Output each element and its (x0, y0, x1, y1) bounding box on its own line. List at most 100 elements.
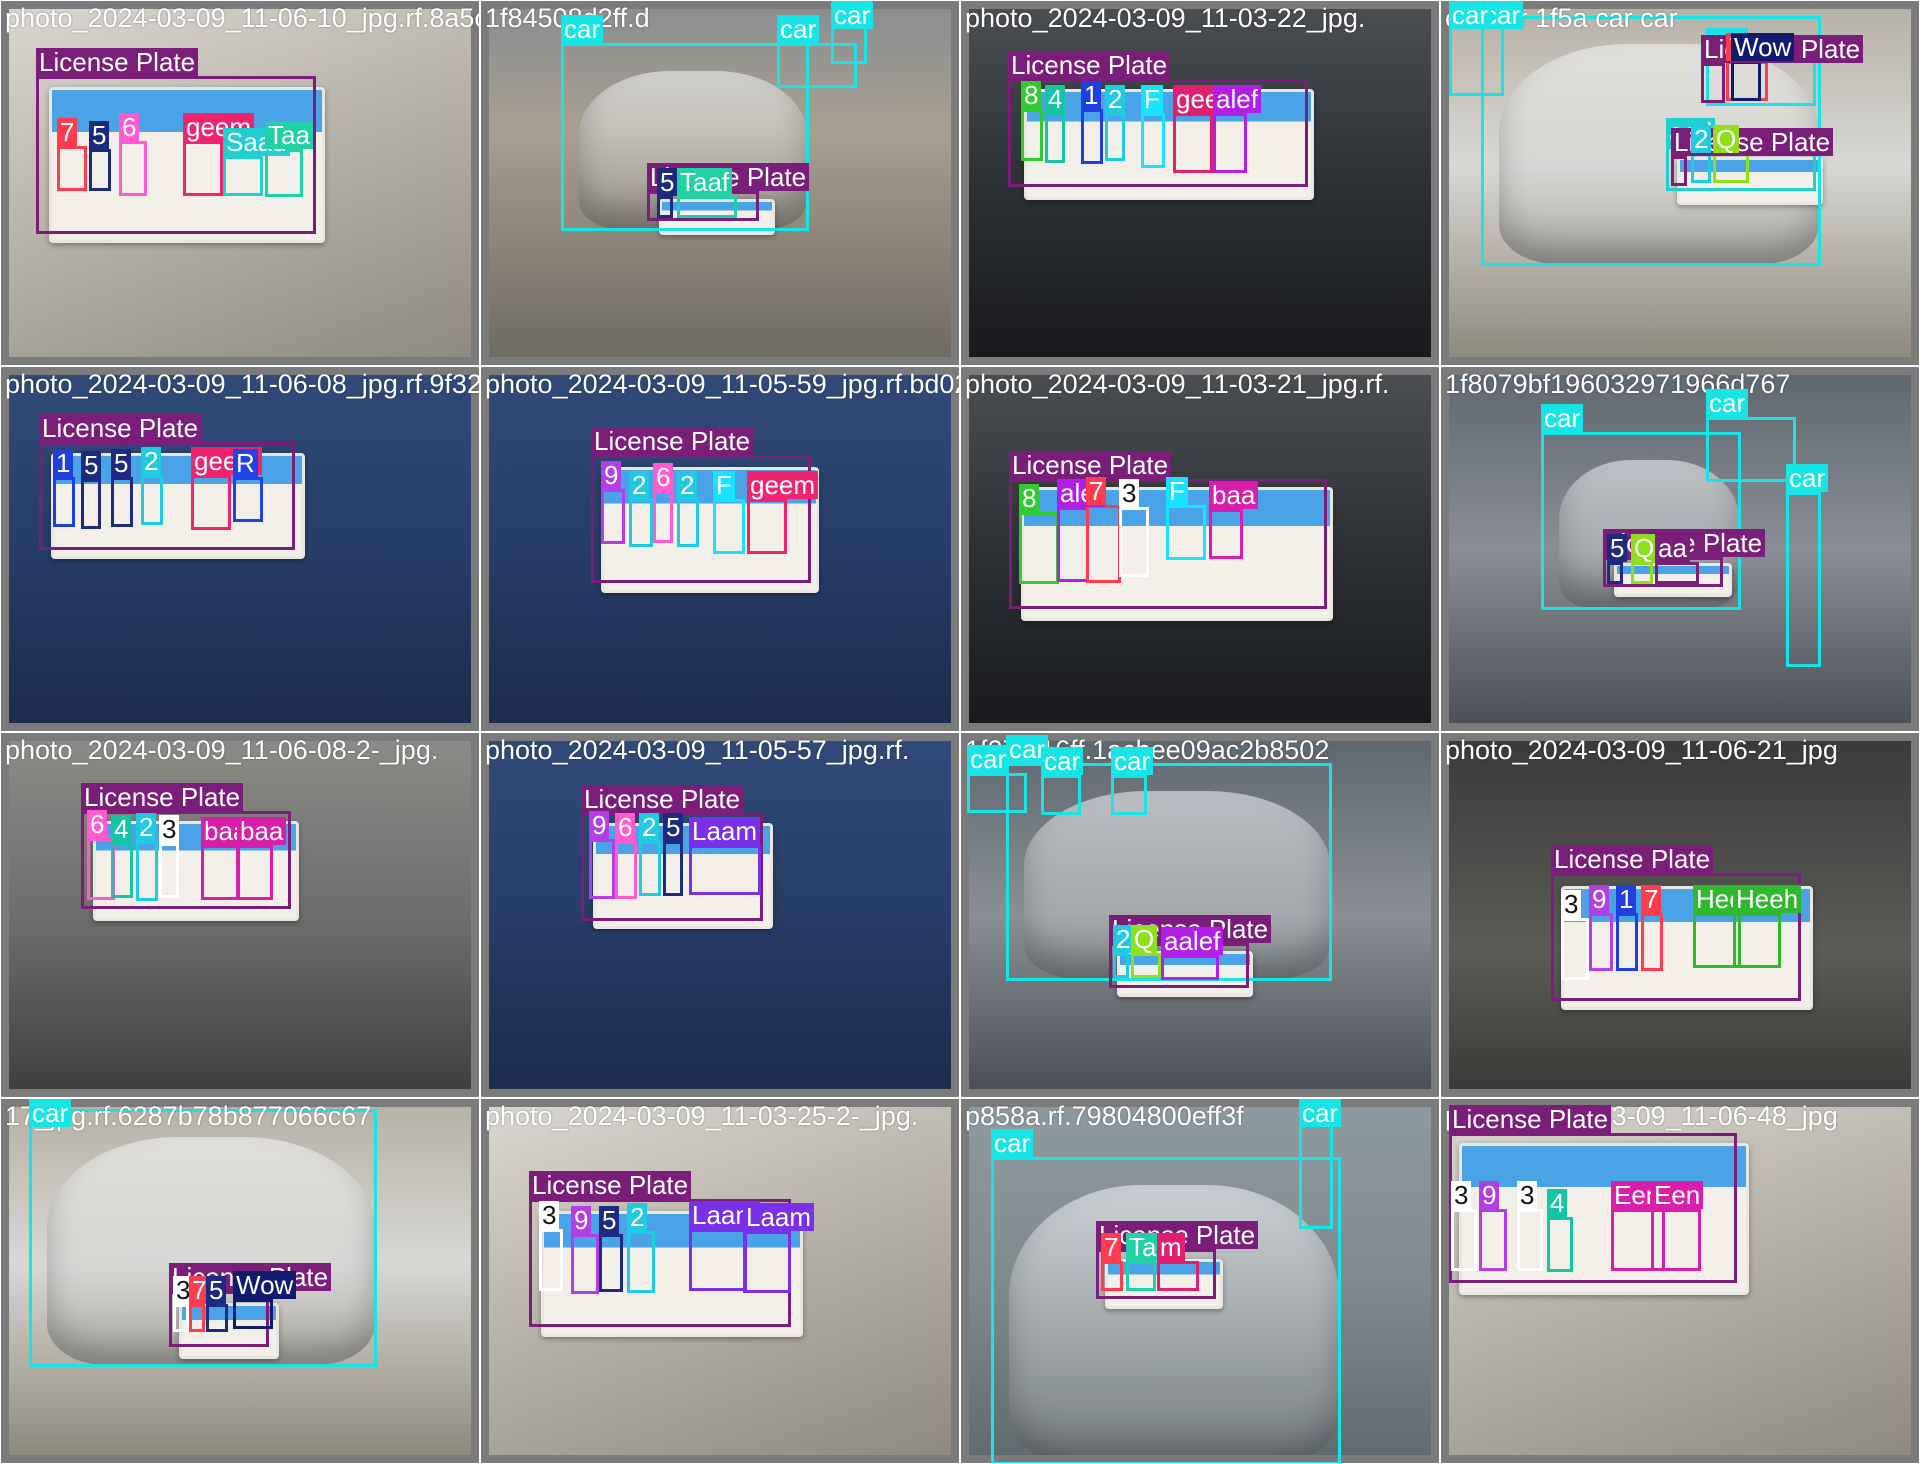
bounding-box (191, 475, 231, 530)
image-tile: photo_2024-03-09_11-05-57_jpg.rf. License… (480, 732, 960, 1098)
detection-label: F (713, 471, 735, 499)
bounding-box (967, 773, 1027, 813)
detection-label: 5 (1607, 534, 1628, 562)
detection-label: car (1706, 389, 1749, 417)
detection-label: baa (1209, 481, 1259, 509)
bounding-box (747, 499, 787, 554)
detection-label: 1 (53, 449, 74, 477)
bounding-box (991, 1157, 1341, 1463)
license-plate-image (1105, 1259, 1223, 1309)
detection-label: 6 (119, 113, 140, 141)
detection-label: aalef (1161, 927, 1224, 955)
bounding-box (1631, 562, 1653, 584)
detection-label: car (1541, 404, 1584, 432)
detection-label: 3 (173, 1276, 194, 1304)
bounding-box (111, 477, 133, 527)
detection-label: 6 (653, 463, 674, 491)
bounding-box (601, 489, 625, 544)
detection-label: geem (183, 113, 255, 141)
bounding-box (1105, 113, 1125, 161)
detection-label: alef (1213, 85, 1261, 113)
image-tile: 1f27...16ff.1acbee09ac2b8502carcarcarcar… (960, 732, 1440, 1098)
detection-label: License Plate (36, 48, 199, 76)
detection-label: License Plate (1008, 51, 1171, 79)
detection-label: car (777, 15, 820, 43)
bounding-box (591, 455, 811, 583)
bounding-box (561, 43, 809, 231)
bounding-box (1607, 562, 1623, 584)
bounding-box (206, 1304, 228, 1332)
detection-label: 2 (677, 471, 698, 499)
image-tile: 17_jpg.rf.6287b78b877066c67carLicense Pl… (0, 1098, 480, 1464)
image-tile: 1f8079bf196032971966d767carcarcarLicense… (1440, 366, 1920, 732)
bounding-box (1693, 913, 1741, 968)
bounding-box (1731, 61, 1761, 101)
bounding-box (1713, 153, 1749, 183)
detection-label: F (1141, 85, 1163, 113)
detection-label: car (1299, 1099, 1342, 1127)
image-filename-caption: photo_2024-03-09_11-05-57_jpg.rf. (485, 735, 910, 765)
bounding-box (1611, 1209, 1665, 1271)
bounding-box (1111, 775, 1147, 815)
bounding-box (223, 156, 263, 196)
bounding-box (689, 1229, 747, 1291)
bounding-box (1057, 507, 1089, 582)
detection-label: 9 (589, 811, 610, 839)
detection-label: 2 (639, 813, 660, 841)
detection-label: car (967, 745, 1010, 773)
bounding-box (1641, 913, 1663, 971)
detection-label: Taaf (677, 168, 733, 196)
image-tile: photo_2024-03-09_11-05-59_jpg.rf.bd02 Lic… (480, 366, 960, 732)
detection-label: 2 (1691, 125, 1712, 153)
detection-label: 6 (87, 810, 108, 838)
bounding-box (1551, 873, 1801, 1001)
bounding-box (713, 499, 745, 554)
detection-label: car (991, 1129, 1034, 1157)
detection-label: geem (747, 471, 819, 499)
detection-label: 7 (57, 118, 78, 146)
detection-label: 3 (1561, 890, 1582, 918)
detection-label: 5 (599, 1206, 620, 1234)
detection-label: License Plate (1551, 845, 1714, 873)
bounding-box (1161, 955, 1219, 980)
detection-label: Q (1713, 125, 1740, 153)
detection-label: 1 (1081, 81, 1102, 109)
bounding-box (173, 1304, 189, 1332)
bounding-box (1655, 562, 1699, 584)
bounding-box (1786, 492, 1821, 667)
image-tile: photo_2024-03-09_11-03-25-2-_jpg. License… (480, 1098, 960, 1464)
bounding-box (1126, 1261, 1156, 1291)
bounding-box (1701, 63, 1725, 103)
bounding-box (1213, 113, 1247, 173)
bounding-box (1706, 417, 1796, 482)
bounding-box (1141, 113, 1165, 168)
detection-label: R (233, 449, 258, 477)
bounding-box (233, 477, 263, 522)
detection-label: Taa (265, 121, 313, 149)
bounding-box (1101, 1261, 1123, 1291)
bounding-box (1561, 918, 1589, 980)
image-filename-caption: photo_2024-03-09_11-06-08_jpg.rf.9f32 (5, 369, 480, 399)
detection-label: License Plate (591, 427, 754, 455)
detection-label: 5 (89, 121, 110, 149)
bounding-box (1173, 113, 1213, 173)
bounding-box (183, 141, 223, 196)
bounding-box (589, 839, 615, 899)
detection-label: Q (1131, 925, 1158, 953)
bounding-box (1479, 1209, 1507, 1271)
bounding-box (1157, 1261, 1199, 1291)
detection-label: License Plate (1009, 451, 1172, 479)
bounding-box (36, 76, 316, 234)
bounding-box (89, 149, 111, 191)
detection-label: 7 (1101, 1233, 1122, 1261)
bounding-box (1541, 432, 1741, 610)
bounding-box (1733, 913, 1781, 968)
detection-label: Heeh (1733, 885, 1802, 913)
image-tile: photo_2024-03-09_11-06-10_jpg.rf.8a5c8..… (0, 0, 480, 366)
detection-label: License Plate (529, 1171, 692, 1199)
bounding-box (57, 146, 87, 191)
bounding-box (1451, 1209, 1477, 1271)
bounding-box (677, 196, 737, 218)
image-filename-caption: photo_2024-03-09_11-06-10_jpg.rf.8a5c8..… (5, 3, 479, 33)
detection-label: 3 (1119, 479, 1140, 507)
